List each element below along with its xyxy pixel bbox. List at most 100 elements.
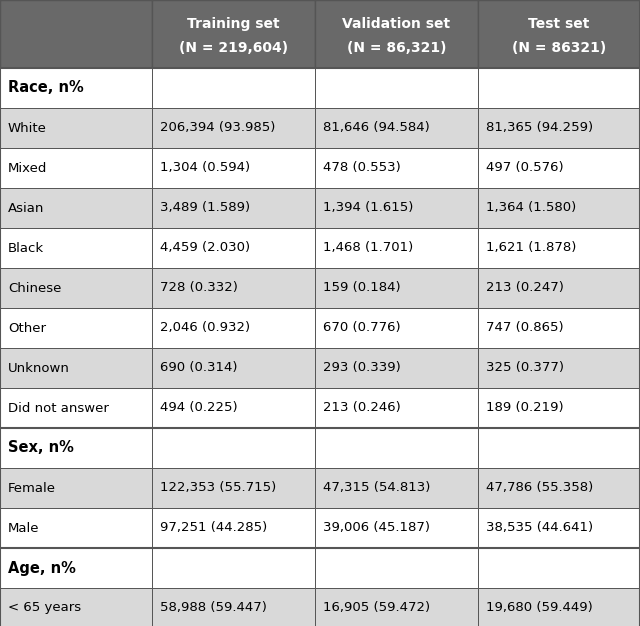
Bar <box>0 148 152 188</box>
Text: 494 (0.225): 494 (0.225) <box>160 401 237 414</box>
Bar <box>152 348 315 388</box>
Bar <box>478 428 640 468</box>
Text: (N = 86321): (N = 86321) <box>512 41 606 54</box>
Bar <box>315 508 478 548</box>
Bar <box>152 428 315 468</box>
Text: 159 (0.184): 159 (0.184) <box>323 282 401 294</box>
Bar <box>0 0 152 68</box>
Bar <box>0 588 152 626</box>
Text: 97,251 (44.285): 97,251 (44.285) <box>160 521 268 535</box>
Bar <box>315 0 478 68</box>
Text: 2,046 (0.932): 2,046 (0.932) <box>160 322 250 334</box>
Text: 3,489 (1.589): 3,489 (1.589) <box>160 202 250 215</box>
Bar <box>478 388 640 428</box>
Text: Training set: Training set <box>187 17 280 31</box>
Bar <box>152 0 315 68</box>
Text: 81,365 (94.259): 81,365 (94.259) <box>486 121 593 135</box>
Text: Other: Other <box>8 322 46 334</box>
Bar <box>152 68 315 108</box>
Text: 189 (0.219): 189 (0.219) <box>486 401 564 414</box>
Text: Female: Female <box>8 481 56 495</box>
Text: Male: Male <box>8 521 40 535</box>
Bar <box>478 508 640 548</box>
Bar <box>315 548 478 588</box>
Text: 478 (0.553): 478 (0.553) <box>323 162 401 175</box>
Text: Race, n%: Race, n% <box>8 81 84 96</box>
Bar <box>0 388 152 428</box>
Bar <box>315 428 478 468</box>
Bar <box>478 268 640 308</box>
Text: 1,621 (1.878): 1,621 (1.878) <box>486 242 577 255</box>
Bar <box>0 68 152 108</box>
Bar <box>478 0 640 68</box>
Text: 58,988 (59.447): 58,988 (59.447) <box>160 602 267 615</box>
Bar <box>152 588 315 626</box>
Text: White: White <box>8 121 47 135</box>
Text: Unknown: Unknown <box>8 361 70 374</box>
Text: 213 (0.247): 213 (0.247) <box>486 282 564 294</box>
Bar <box>315 268 478 308</box>
Text: 293 (0.339): 293 (0.339) <box>323 361 401 374</box>
Text: Test set: Test set <box>528 17 589 31</box>
Bar <box>152 108 315 148</box>
Text: 1,468 (1.701): 1,468 (1.701) <box>323 242 413 255</box>
Text: 747 (0.865): 747 (0.865) <box>486 322 564 334</box>
Bar <box>152 268 315 308</box>
Bar <box>315 108 478 148</box>
Text: Did not answer: Did not answer <box>8 401 109 414</box>
Bar <box>152 148 315 188</box>
Bar <box>152 188 315 228</box>
Text: 325 (0.377): 325 (0.377) <box>486 361 564 374</box>
Bar <box>478 228 640 268</box>
Bar <box>315 308 478 348</box>
Bar <box>478 548 640 588</box>
Bar <box>0 508 152 548</box>
Text: 4,459 (2.030): 4,459 (2.030) <box>160 242 250 255</box>
Text: 206,394 (93.985): 206,394 (93.985) <box>160 121 275 135</box>
Bar <box>0 468 152 508</box>
Bar <box>315 148 478 188</box>
Bar <box>152 508 315 548</box>
Bar <box>478 188 640 228</box>
Text: 690 (0.314): 690 (0.314) <box>160 361 237 374</box>
Text: 1,304 (0.594): 1,304 (0.594) <box>160 162 250 175</box>
Bar <box>478 348 640 388</box>
Text: 19,680 (59.449): 19,680 (59.449) <box>486 602 593 615</box>
Text: 39,006 (45.187): 39,006 (45.187) <box>323 521 430 535</box>
Bar <box>478 68 640 108</box>
Text: 38,535 (44.641): 38,535 (44.641) <box>486 521 593 535</box>
Bar <box>0 228 152 268</box>
Bar <box>478 108 640 148</box>
Text: (N = 219,604): (N = 219,604) <box>179 41 288 54</box>
Text: 16,905 (59.472): 16,905 (59.472) <box>323 602 430 615</box>
Text: 728 (0.332): 728 (0.332) <box>160 282 238 294</box>
Text: 47,786 (55.358): 47,786 (55.358) <box>486 481 593 495</box>
Text: 497 (0.576): 497 (0.576) <box>486 162 564 175</box>
Bar <box>0 548 152 588</box>
Bar <box>478 468 640 508</box>
Bar <box>315 388 478 428</box>
Bar <box>152 228 315 268</box>
Bar <box>478 308 640 348</box>
Bar <box>315 588 478 626</box>
Text: 670 (0.776): 670 (0.776) <box>323 322 401 334</box>
Bar <box>0 348 152 388</box>
Text: Black: Black <box>8 242 44 255</box>
Text: 47,315 (54.813): 47,315 (54.813) <box>323 481 430 495</box>
Text: 1,394 (1.615): 1,394 (1.615) <box>323 202 413 215</box>
Bar <box>152 468 315 508</box>
Bar <box>478 148 640 188</box>
Bar <box>478 588 640 626</box>
Text: Chinese: Chinese <box>8 282 61 294</box>
Text: Asian: Asian <box>8 202 44 215</box>
Bar <box>315 468 478 508</box>
Text: Validation set: Validation set <box>342 17 451 31</box>
Bar <box>152 548 315 588</box>
Bar <box>0 108 152 148</box>
Text: 81,646 (94.584): 81,646 (94.584) <box>323 121 429 135</box>
Text: < 65 years: < 65 years <box>8 602 81 615</box>
Bar <box>0 308 152 348</box>
Bar <box>315 68 478 108</box>
Bar <box>315 188 478 228</box>
Text: 122,353 (55.715): 122,353 (55.715) <box>160 481 276 495</box>
